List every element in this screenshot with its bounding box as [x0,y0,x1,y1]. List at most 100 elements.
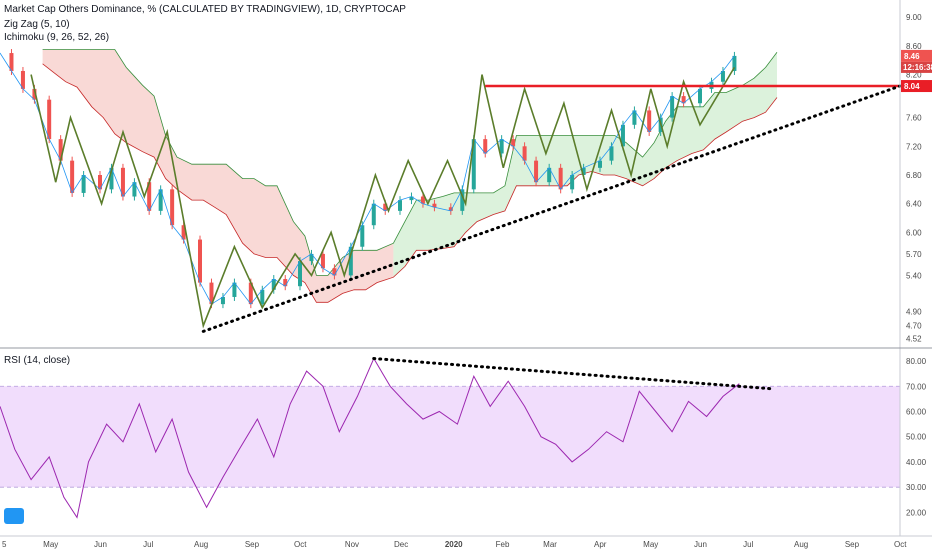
rsi-legend[interactable]: RSI (14, close) [4,355,71,366]
time-tick-label: Apr [594,540,607,549]
candle-body [570,175,575,190]
price-tick-label: 7.60 [906,114,922,123]
price-tick-label: 4.70 [906,322,922,331]
candle-body [670,96,675,118]
candle-body [371,203,376,226]
price-tick-label: 6.00 [906,228,922,237]
resistance-tag [901,80,932,93]
candle-body [209,282,214,305]
zigzag-layer [30,66,736,329]
candle-body [170,189,175,226]
candle-body [620,124,625,147]
time-tick-label: Oct [894,540,907,549]
candle-body [309,253,314,262]
candle-body [198,239,202,283]
candle-body [732,55,737,71]
countdown-tag [901,61,932,73]
time-tick-label: Aug [794,540,808,549]
candle-body [348,246,353,276]
price-tick-label: 4.52 [906,335,922,344]
time-tick-label: 5 [2,540,7,549]
rsi-tick-label: 20.00 [906,508,927,517]
candle-body [448,207,453,211]
price-tick-label: 5.70 [906,250,922,259]
price-tags: 8.46 12:16:38 8.04 [901,49,932,93]
time-tick-label: Mar [543,540,557,549]
candle-body [147,182,152,211]
countdown-label: 12:16:38 [903,63,932,72]
candle-body [120,167,125,197]
time-tick-label: Jul [143,540,153,549]
ichimoku-legend[interactable]: Ichimoku (9, 26, 52, 26) [4,32,110,43]
price-tick-label: 6.40 [906,200,922,209]
candle-body [383,203,388,211]
candle-body [181,225,186,240]
candle-body [109,167,114,190]
rsi-tick-label: 30.00 [906,483,927,492]
time-tick-label: May [43,540,58,549]
zigzag-legend[interactable]: Zig Zag (5, 10) [4,19,70,30]
candle-body [298,261,302,287]
candle-body [609,146,614,161]
price-tick-label: 8.60 [906,42,922,51]
candle-body [70,160,75,193]
last-price-tag [901,49,932,62]
candle-body [271,279,276,290]
candle-body [158,189,163,211]
time-tick-label: Jul [743,540,753,549]
candle-body [511,139,516,147]
candle-body [248,282,253,305]
time-tick-label: Jun [94,540,107,549]
candle-body [720,70,725,82]
candle-body [58,139,63,161]
price-tick-label: 5.40 [906,271,922,280]
price-tick-label: 4.90 [906,307,922,316]
trendline-layer [201,84,902,333]
candle-body [499,139,504,154]
candle-body [232,282,237,297]
rsi-tick-label: 80.00 [906,357,927,366]
candle-body [632,110,637,125]
candles [0,49,737,309]
time-tick-label: Oct [294,540,307,549]
candle-body [483,139,488,154]
tradingview-logo-icon[interactable] [4,508,24,524]
time-tick-label: Nov [345,540,359,549]
rsi-band [0,386,900,488]
price-tick-label: 6.80 [906,171,922,180]
chart-title: Market Cap Others Dominance, % (CALCULAT… [4,4,406,15]
cloud-span-b-line [42,63,778,303]
candle-body [320,253,325,269]
candle-body [360,225,365,247]
candle-body [647,110,652,132]
candle-body [534,160,539,183]
time-tick-label: Sep [245,540,260,549]
time-tick-label: Aug [194,540,208,549]
candle-body [420,196,425,204]
price-tick-label: 7.20 [906,142,922,151]
candle-body [332,268,337,276]
candle-body [98,175,102,190]
rsi-line [0,357,740,519]
rsi-tick-label: 60.00 [906,407,927,416]
candle-body [432,203,437,208]
price-tick-label: 9.00 [906,13,922,22]
support-trendline [201,84,902,333]
time-tick-label: 2020 [445,540,463,549]
rsi-trendline [372,357,774,391]
candle-body [81,175,86,193]
time-tick-label: Jun [694,540,707,549]
price-tick-label: 8.20 [906,71,922,80]
candle-body [698,88,702,104]
candle-body [681,96,686,104]
zigzag-line [30,66,736,329]
rsi-tick-label: 70.00 [906,382,927,391]
candle-body [260,289,265,305]
rsi-tick-label: 50.00 [906,433,927,442]
candle-body [283,279,288,287]
candle-body [220,296,225,305]
cloud-span-a-line [42,49,778,276]
ichimoku-cloud [42,49,778,303]
